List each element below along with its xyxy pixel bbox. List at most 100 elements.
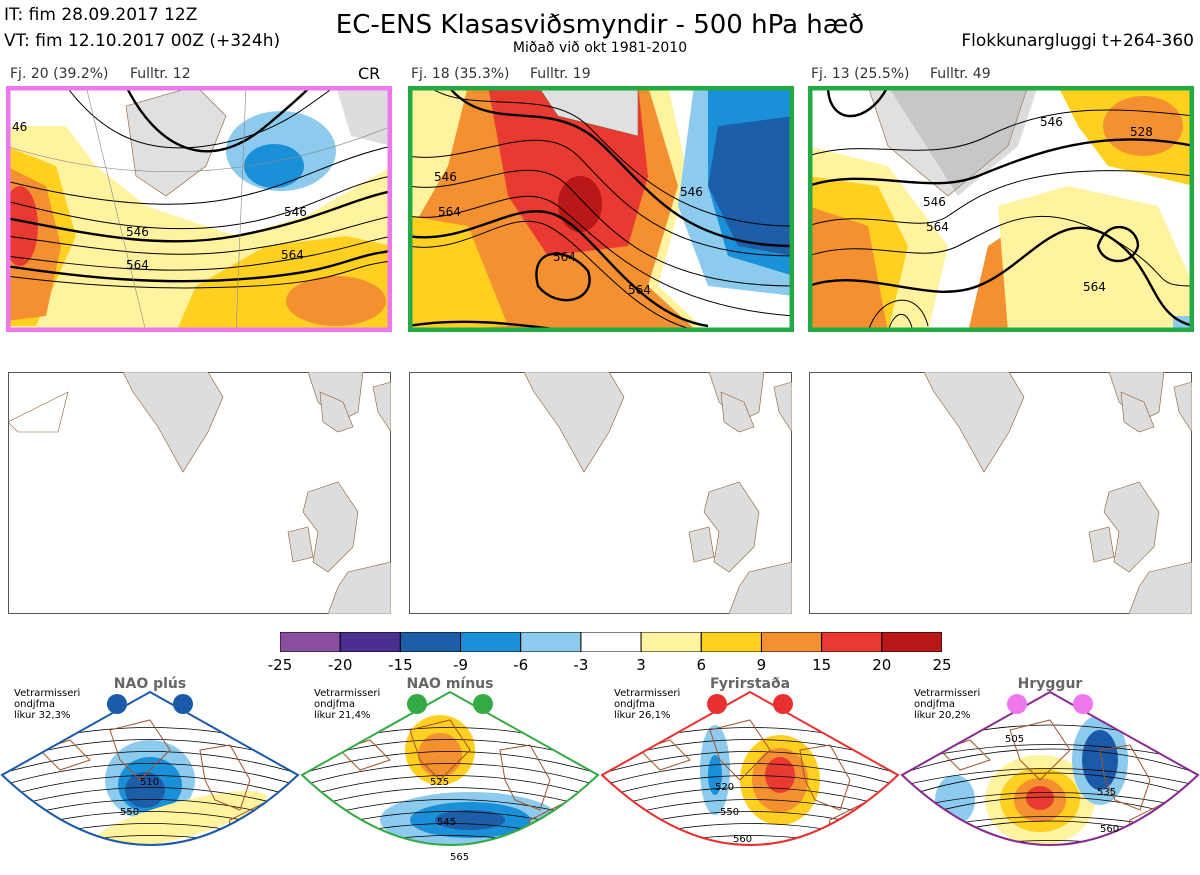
contour-label: 560 — [1100, 824, 1119, 835]
cluster-3-label: Fj. 13 (25.5%) — [811, 66, 910, 82]
contour-label: 546 — [434, 170, 457, 184]
height-contour — [2, 787, 298, 811]
colorbar-swatch — [339, 631, 401, 653]
regime-panel: 525 545 565 NAO mínus Vetrarmisseri ondjfma … — [300, 676, 600, 871]
colorbar-tick-label: -20 — [327, 656, 353, 674]
regime-border — [300, 690, 600, 846]
regime-note: Vetrarmisseri ondjfma líkur 32,3% — [14, 688, 81, 721]
cluster-window: Flokkunargluggi t+264-360 — [961, 31, 1194, 51]
colorbar-swatch — [279, 631, 341, 653]
cluster-3-rep: Fulltr. 49 — [930, 66, 991, 82]
colorbar-tick-label: 9 — [756, 656, 767, 674]
colorbar-tick-label: 15 — [812, 656, 832, 674]
colorbar-tick-label: -15 — [388, 656, 413, 674]
colorbar-tick-label: -9 — [453, 656, 469, 674]
anomaly-patch — [1026, 786, 1054, 810]
coastline — [939, 719, 1191, 845]
contour-label: 564 — [126, 258, 149, 272]
height-contour — [602, 787, 898, 811]
contour-label: 550 — [120, 807, 139, 818]
colorbar-tick-label: 6 — [696, 656, 707, 674]
regime-name: NAO plús — [113, 676, 187, 692]
height-contour — [902, 748, 1198, 775]
regime-name: Hryggur — [1017, 676, 1083, 692]
anomaly-patch — [125, 772, 165, 808]
colorbar-tick-label: -3 — [573, 656, 589, 674]
contour-label: 560 — [733, 834, 752, 845]
contour-label: 528 — [1130, 125, 1153, 139]
height-contour — [2, 835, 298, 845]
height-contour — [302, 763, 598, 787]
coastline — [339, 719, 591, 845]
regime-note: Vetrarmisseri ondjfma líkur 26,1% — [614, 688, 681, 721]
colorbar-swatch — [580, 631, 642, 653]
height-contour — [302, 835, 598, 845]
regime-panel: 520 550 560 Fyrirstaða Vetrarmisseri ondjfma… — [600, 676, 900, 871]
height-contour — [2, 775, 298, 799]
height-contour — [902, 772, 1198, 799]
regime-border — [0, 690, 300, 846]
colorbar-swatch — [640, 631, 702, 653]
anomaly-patch — [92, 790, 268, 845]
cluster-3-map: 546 564 546 564 528 — [808, 86, 1194, 332]
height-contour — [0, 848, 300, 871]
colorbar-swatch — [821, 631, 883, 653]
height-contour — [902, 792, 1198, 811]
regime-map: 520 550 560 — [600, 690, 900, 871]
contour-label: 546 — [1040, 115, 1063, 129]
page-subtitle: Miðað við okt 1981-2010 — [512, 40, 688, 56]
anomaly-patch — [765, 757, 795, 793]
height-contour — [302, 775, 598, 799]
regime-panel: 510 550 NAO plús Vetrarmisseri ondjfma líku… — [0, 676, 300, 871]
colorbar-tick-label: -6 — [513, 656, 529, 674]
contour-label: 564 — [281, 248, 304, 262]
height-contour — [602, 775, 898, 799]
regime-note: Vetrarmisseri ondjfma líkur 20,2% — [914, 688, 981, 721]
height-contour — [902, 768, 1198, 787]
regime-name: NAO mínus — [406, 676, 494, 692]
contour-label: 535 — [1097, 787, 1116, 798]
colorbar-tick-label: -25 — [267, 656, 293, 674]
contour-label: 550 — [720, 807, 739, 818]
contour-label: 505 — [1005, 734, 1024, 745]
regime-map: 510 550 — [0, 690, 300, 871]
cluster-2-border — [408, 86, 794, 332]
init-time: IT: fim 28.09.2017 12Z — [4, 5, 198, 25]
contour-label: 546 — [923, 195, 946, 209]
contour-label: 525 — [430, 777, 449, 788]
height-contour — [602, 835, 898, 845]
cluster-1-tag: CR — [358, 64, 381, 83]
empty-map-2 — [409, 372, 792, 614]
colorbar — [279, 631, 943, 653]
colorbar-swatch — [700, 631, 762, 653]
height-contour — [600, 848, 900, 871]
anomaly-patch — [1013, 855, 1043, 865]
cluster-1-border — [6, 86, 392, 332]
regime-dot — [707, 694, 727, 714]
contour-label: 546 — [126, 225, 149, 239]
coastline — [639, 719, 891, 845]
height-contour — [602, 751, 898, 775]
regime-map: 525 545 565 — [300, 690, 600, 863]
cluster-1-map: 46 564 546 564 546 — [6, 86, 392, 332]
empty-map-3 — [809, 372, 1192, 614]
regime-dot — [473, 694, 493, 714]
regime-panel: 505 535 560 Hryggur Vetrarmisseri ondjfma lí… — [900, 676, 1200, 871]
regime-dot — [407, 694, 427, 714]
height-contour — [2, 763, 298, 787]
cluster-2-map: 564 546 564 564 546 — [408, 86, 794, 332]
contour-label: 564 — [926, 220, 949, 234]
empty-map-1 — [8, 372, 391, 614]
colorbar-swatch — [881, 631, 943, 653]
cluster-2-label: Fj. 18 (35.3%) — [411, 66, 510, 82]
contour-label: 564 — [553, 250, 576, 264]
contour-label: 564 — [628, 283, 651, 297]
height-contour — [902, 840, 1198, 845]
contour-label: 564 — [438, 205, 461, 219]
contour-label: 520 — [715, 782, 734, 793]
regime-map: 505 535 560 — [900, 690, 1200, 865]
regime-dot — [173, 694, 193, 714]
height-contour — [302, 751, 598, 775]
cluster-3-border — [808, 86, 1194, 332]
height-contour — [602, 763, 898, 787]
